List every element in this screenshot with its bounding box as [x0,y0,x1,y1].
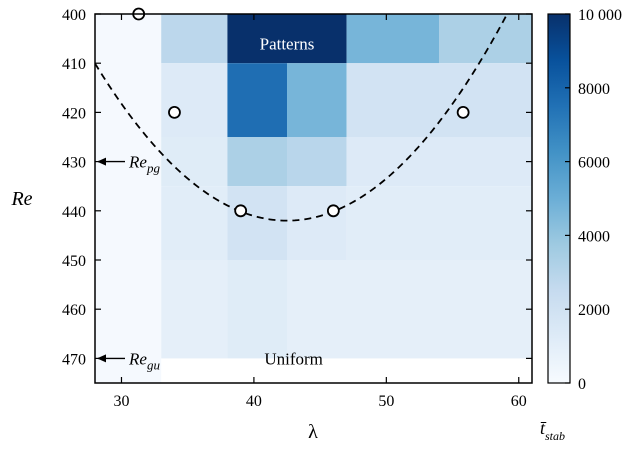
heatmap-cell-1 [161,14,228,64]
heatmap-cell-11 [287,137,347,187]
heatmap-cell-3 [346,14,440,64]
colorbar-tick-label-3: 6000 [578,155,610,172]
x-axis-title: λ [308,421,318,443]
y-axis-ticks: 400 410 420 430 440 450 460 470 [62,7,532,368]
boundary-point-4 [456,106,470,119]
colorbar-ticks: 0 2000 4000 6000 8000 10 000 [565,7,622,393]
colorbar [547,13,571,384]
marker-label-main-0: Re [128,153,147,172]
x-tick-label-1: 40 [246,393,262,410]
y-axis-title: Re [10,188,32,210]
colorbar-title-sub: stab [545,429,565,443]
x-tick-label-3: 60 [511,393,527,410]
marker-arrowhead-1 [97,354,106,363]
heatmap-cell-6 [227,63,288,138]
colorbar-tick-label-1: 2000 [578,302,610,319]
marker-label-0: Repg [128,153,160,176]
y-tick-label-3: 430 [62,155,86,172]
marker-label-main-1: Re [128,349,147,368]
heatmap-cell-4 [439,14,532,64]
boundary-curve-layer [95,14,509,222]
heatmap-cell-5 [161,63,228,138]
heatmap-cell-16 [346,186,532,260]
heatmap-cell-0 [95,14,162,383]
boundary-curve [95,14,509,222]
heatmap-cell-8 [346,63,532,138]
x-tick-label-2: 50 [378,393,394,410]
heatmap-cell-14 [227,186,288,260]
colorbar-tick-label-0: 0 [578,376,586,393]
marker-label-sub-1: gu [147,357,161,372]
boundary-point-2 [234,204,248,218]
boundary-point-3 [326,204,340,218]
boundary-point-1 [168,106,181,119]
heatmap-cell-2 [227,14,347,64]
colorbar-tick-label-5: 10 000 [578,7,622,24]
heatmap-cells [95,14,532,383]
boundary-points [132,7,470,218]
heatmap-cell-19 [287,260,532,359]
y-tick-label-4: 440 [62,204,86,221]
heatmap-cell-10 [227,137,288,187]
marker-label-sub-0: pg [146,161,161,176]
heatmap-cell-18 [227,260,288,359]
colorbar-title-main: t̄ [540,418,547,438]
y-tick-label-6: 460 [62,302,86,319]
colorbar-tick-label-2: 4000 [578,228,610,245]
y-tick-label-1: 410 [62,56,86,73]
y-tick-label-7: 470 [62,351,86,368]
heatmap-cell-7 [287,63,347,138]
y-tick-label-2: 420 [62,105,86,122]
heatmap-cell-12 [346,137,532,187]
patterns-label: Patterns [260,35,315,54]
colorbar-title: t̄stab [540,418,565,443]
heatmap-cell-15 [287,186,347,260]
y-tick-label-5: 450 [62,253,86,270]
marker-label-1: Regu [128,349,160,372]
marker-arrowhead-0 [97,157,106,166]
heatmap-cell-13 [161,186,228,260]
uniform-label: Uniform [264,349,323,368]
colorbar-tick-label-4: 8000 [578,81,610,98]
plot-frame [94,13,533,384]
x-axis-ticks: 30 40 50 60 [113,14,527,410]
y-tick-label-0: 400 [62,7,86,24]
heatmap-cell-17 [161,260,228,359]
x-tick-label-0: 30 [113,393,129,410]
heatmap-cell-9 [161,137,228,187]
